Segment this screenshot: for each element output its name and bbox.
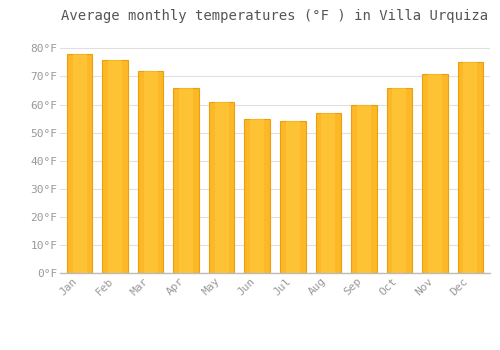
Bar <box>357 105 371 273</box>
Bar <box>422 74 448 273</box>
Bar <box>464 62 477 273</box>
Bar <box>214 102 228 273</box>
Bar <box>351 105 376 273</box>
Bar <box>392 88 406 273</box>
Bar <box>67 54 92 273</box>
Bar <box>316 113 341 273</box>
Bar <box>209 102 234 273</box>
Bar <box>179 88 193 273</box>
Bar <box>138 71 164 273</box>
Bar <box>280 121 305 273</box>
Bar <box>322 113 336 273</box>
Bar <box>144 71 158 273</box>
Title: Average monthly temperatures (°F ) in Villa Urquiza: Average monthly temperatures (°F ) in Vi… <box>62 9 488 23</box>
Bar <box>244 119 270 273</box>
Bar <box>72 54 86 273</box>
Bar <box>102 60 128 273</box>
Bar <box>386 88 412 273</box>
Bar <box>174 88 199 273</box>
Bar <box>458 62 483 273</box>
Bar <box>108 60 122 273</box>
Bar <box>250 119 264 273</box>
Bar <box>428 74 442 273</box>
Bar <box>286 121 300 273</box>
